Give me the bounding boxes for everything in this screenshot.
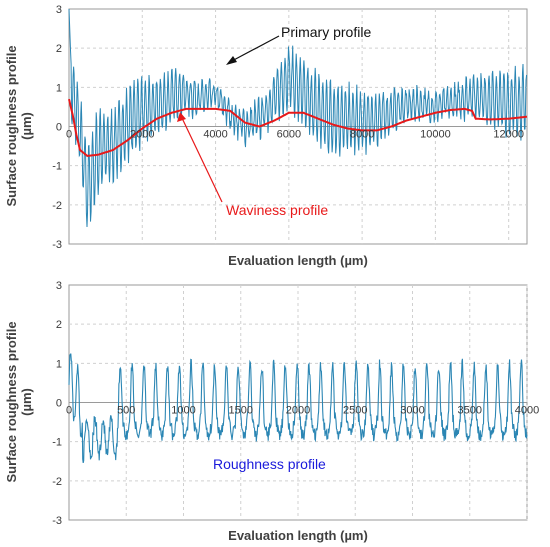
y-tick-label: -3 — [52, 239, 62, 251]
arrow-head-icon — [226, 56, 237, 65]
series-line-primary-profile — [68, 8, 528, 228]
annotation-waviness-profile: Waviness profile — [226, 202, 328, 218]
x-axis-title: Evaluation length (µm) — [228, 528, 368, 543]
x-tick-label: 6000 — [277, 129, 301, 141]
x-tick-label: 1000 — [171, 405, 195, 417]
x-tick-label: 0 — [66, 405, 72, 417]
y-tick-label: -2 — [52, 200, 62, 212]
annotation-arrow — [229, 35, 280, 63]
y-tick-label: 1 — [56, 358, 62, 370]
annotation-arrow — [181, 117, 223, 203]
y-tick-label: 2 — [56, 43, 62, 55]
y-tick-label: 0 — [56, 398, 62, 410]
x-tick-label: 0 — [66, 129, 72, 141]
y-tick-label: 0 — [56, 122, 62, 134]
series-line-roughness-profile — [68, 353, 528, 464]
x-tick-label: 500 — [117, 405, 135, 417]
y-tick-label: -3 — [52, 515, 62, 527]
x-tick-label: 3000 — [400, 405, 424, 417]
primary-waviness-chart: 0 2000 4000 6000 8000 10000 12000 3 2 1 0 -1 -2 -3 E… — [4, 4, 528, 268]
y-tick-label: 3 — [56, 4, 62, 16]
x-tick-label: 12000 — [493, 129, 524, 141]
annotation-roughness-profile: Roughness profile — [213, 456, 326, 472]
x-tick-label: 1500 — [229, 405, 253, 417]
arrow-head-icon — [177, 112, 186, 122]
roughness-chart: 0 500 1000 1500 2000 2500 3000 3500 4000 3 2 1 0 -1 -… — [4, 280, 539, 543]
y-tick-label: 2 — [56, 319, 62, 331]
series-line-waviness-profile — [68, 98, 528, 157]
y-axis-title: Surface roughness profile(µm) — [4, 45, 34, 206]
x-tick-label: 4000 — [515, 405, 539, 417]
x-tick-label: 8000 — [350, 129, 374, 141]
x-axis-title: Evaluation length (µm) — [228, 253, 368, 268]
y-tick-label: 1 — [56, 82, 62, 94]
x-tick-label: 3500 — [458, 405, 482, 417]
y-tick-label: -2 — [52, 476, 62, 488]
y-tick-label: 3 — [56, 280, 62, 292]
y-axis-title: Surface roughness profile(µm) — [4, 321, 34, 482]
annotation-primary-profile: Primary profile — [281, 24, 371, 40]
x-tick-label: 2500 — [343, 405, 367, 417]
x-tick-label: 2000 — [130, 129, 154, 141]
x-tick-label: 2000 — [286, 405, 310, 417]
x-tick-label: 10000 — [420, 129, 451, 141]
x-tick-label: 4000 — [203, 129, 227, 141]
y-tick-label: -1 — [52, 161, 62, 173]
y-tick-label: -1 — [52, 437, 62, 449]
